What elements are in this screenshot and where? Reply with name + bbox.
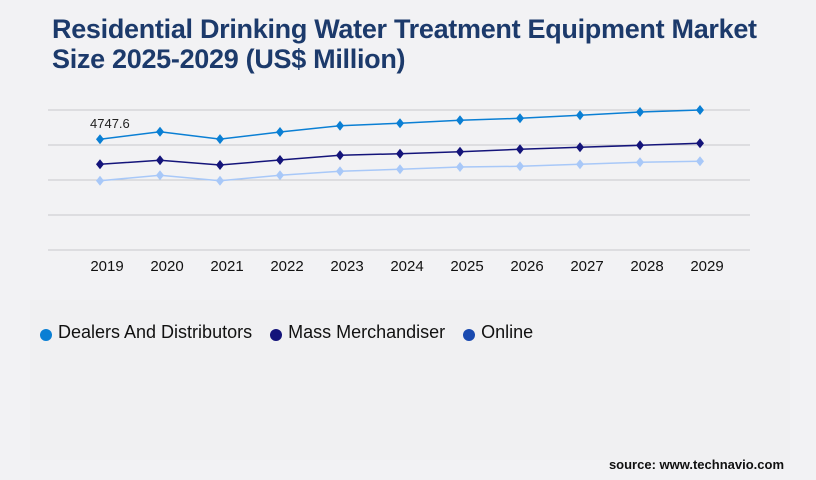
data-point — [456, 146, 464, 157]
data-point — [576, 159, 584, 170]
data-point — [336, 150, 344, 161]
x-tick-label: 2019 — [90, 258, 123, 275]
data-point — [336, 166, 344, 177]
data-point — [96, 159, 104, 170]
x-tick-label: 2020 — [150, 258, 183, 275]
legend-marker-icon — [463, 328, 476, 341]
x-tick-label: 2023 — [330, 258, 363, 275]
data-point — [396, 148, 404, 159]
data-point — [216, 175, 224, 186]
x-tick-label: 2028 — [630, 258, 663, 275]
source-note: source: www.technavio.com — [608, 457, 784, 472]
x-tick-label: 2029 — [690, 258, 723, 275]
legend-panel-background — [30, 300, 790, 460]
data-point — [276, 155, 284, 166]
x-tick-label: 2025 — [450, 258, 483, 275]
legend-label: Online — [481, 322, 534, 342]
x-tick-label: 2026 — [510, 258, 543, 275]
legend: Dealers And Distributors Mass Merchandis… — [40, 322, 533, 343]
legend-item-dealers: Dealers And Distributors — [40, 322, 252, 343]
data-point — [96, 175, 104, 186]
data-point — [516, 161, 524, 172]
x-tick-label: 2024 — [390, 258, 423, 275]
data-point — [456, 162, 464, 173]
data-point — [576, 110, 584, 121]
legend-marker-icon — [40, 328, 52, 341]
data-point — [696, 138, 704, 149]
data-point — [156, 126, 164, 137]
data-point — [576, 142, 584, 153]
legend-label: Dealers And Distributors — [58, 322, 253, 342]
line-chart: 2019 2020 2021 2022 2023 2024 2025 2026 2027 2028… — [48, 105, 750, 275]
chart-title: Residential Drinking Water Treatment Equ… — [52, 14, 757, 74]
data-point — [396, 164, 404, 175]
x-tick-label: 2021 — [210, 258, 243, 275]
data-point — [396, 118, 404, 129]
data-label: 4747.6 — [90, 116, 130, 131]
data-point — [696, 156, 704, 167]
x-tick-label: 2022 — [270, 258, 303, 275]
data-point — [516, 144, 524, 155]
legend-item-online: Online — [463, 322, 533, 343]
data-point — [456, 115, 464, 126]
data-point — [96, 134, 104, 145]
data-point — [636, 157, 644, 168]
data-point — [336, 120, 344, 131]
x-tick-label: 2027 — [570, 258, 603, 275]
data-point — [216, 134, 224, 145]
legend-label: Mass Merchandiser — [288, 322, 446, 342]
legend-item-mass-merchandiser: Mass Merchandiser — [270, 322, 445, 343]
data-point — [696, 105, 704, 115]
data-point — [636, 107, 644, 118]
data-point — [156, 155, 164, 166]
data-point — [636, 140, 644, 151]
data-point — [156, 170, 164, 181]
legend-marker-icon — [270, 328, 283, 341]
data-point — [276, 170, 284, 181]
data-point — [216, 159, 224, 170]
data-point — [276, 127, 284, 138]
data-point — [516, 113, 524, 124]
